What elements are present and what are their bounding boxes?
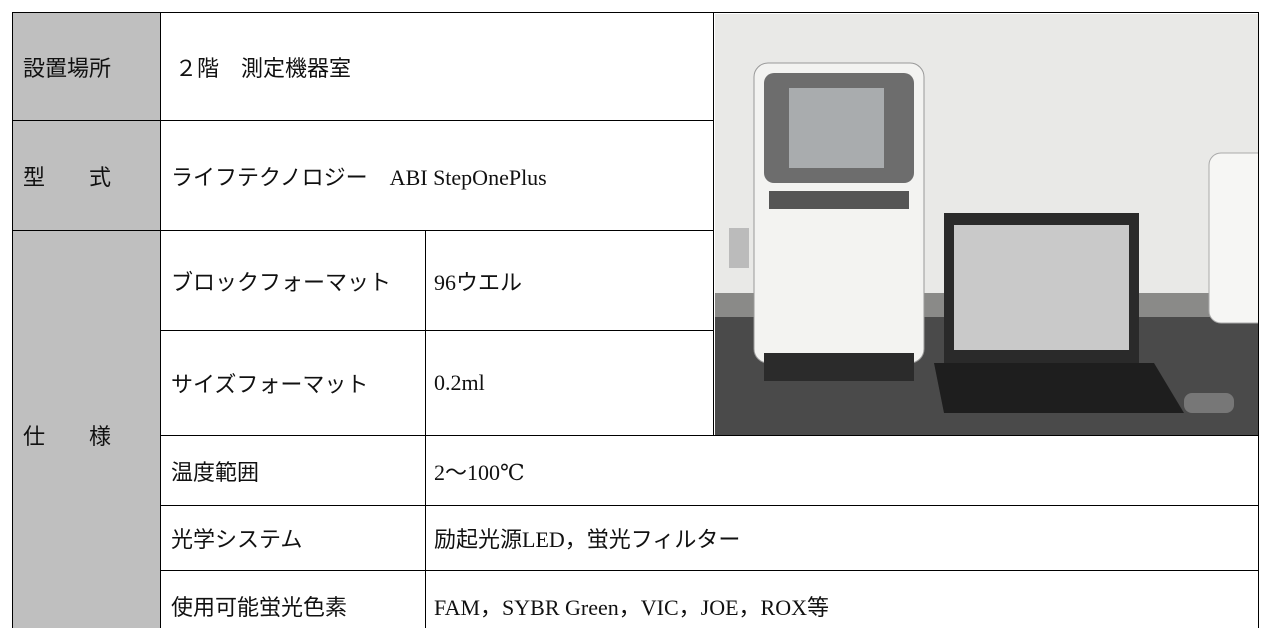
- spec-label: 使用可能蛍光色素: [160, 570, 426, 628]
- spec-value: 96ウエル: [425, 230, 714, 331]
- spec-label: サイズフォーマット: [160, 330, 426, 436]
- row-label: 型 式: [12, 120, 161, 231]
- device-photo: [713, 12, 1259, 436]
- row-label: 設置場所: [12, 12, 161, 121]
- spec-label: 温度範囲: [160, 435, 426, 506]
- row-value: ライフテクノロジー ABI StepOnePlus: [160, 120, 714, 231]
- spec-value: FAM，SYBR Green，VIC，JOE，ROX等: [425, 570, 1259, 628]
- spec-label: 光学システム: [160, 505, 426, 571]
- row-value: ２階 測定機器室: [160, 12, 714, 121]
- spec-value: 励起光源LED，蛍光フィルター: [425, 505, 1259, 571]
- row-label: 仕 様: [12, 230, 161, 628]
- spec-value: 2～100℃: [425, 435, 1259, 506]
- spec-value: 0.2ml: [425, 330, 714, 436]
- spec-label: ブロックフォーマット: [160, 230, 426, 331]
